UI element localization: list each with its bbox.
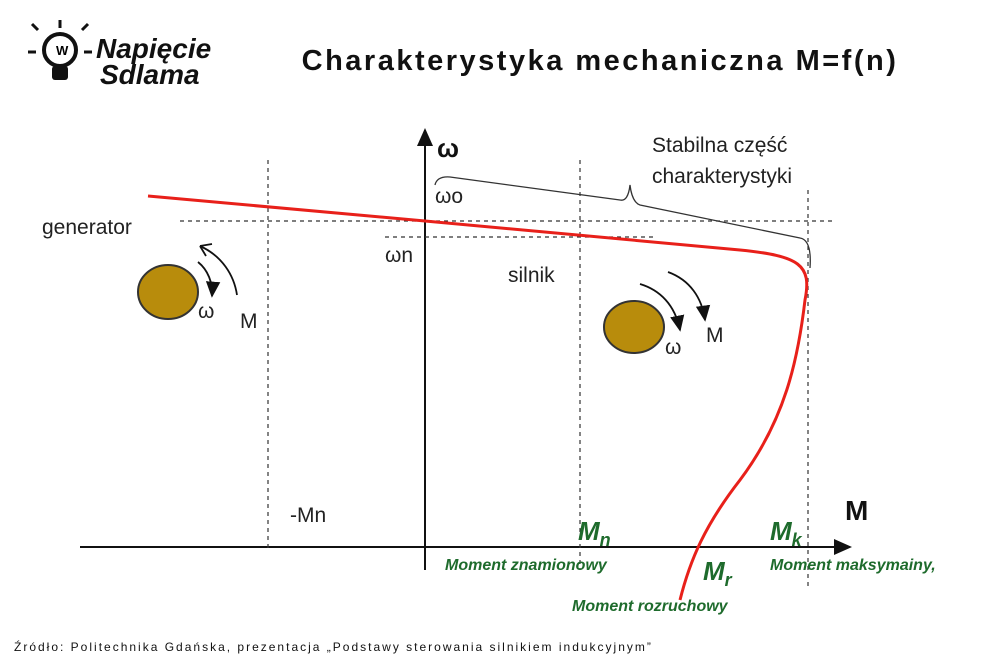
title: Charakterystyka mechaniczna M=f(n) bbox=[302, 45, 899, 77]
moment-label: M bbox=[706, 324, 724, 347]
rotor bbox=[137, 264, 199, 320]
axis-label: ω bbox=[437, 133, 459, 163]
footer: Źródło: Politechnika Gdańska, prezentacj… bbox=[14, 639, 653, 654]
moment-label: M bbox=[240, 310, 258, 333]
subscript: n bbox=[600, 530, 611, 550]
omega-n: ωn bbox=[385, 244, 413, 267]
arrow bbox=[639, 283, 685, 332]
arrow bbox=[199, 245, 238, 296]
caption: Moment rozruchowy bbox=[572, 598, 729, 615]
svg-text:W: W bbox=[56, 43, 69, 58]
generator-label: generator bbox=[42, 216, 132, 239]
symbol: M bbox=[703, 556, 726, 586]
subscript: r bbox=[725, 570, 733, 590]
stable-label: charakterystyki bbox=[652, 165, 792, 188]
omega-label: ω bbox=[665, 336, 681, 359]
subscript: k bbox=[792, 530, 803, 550]
axis-label: M bbox=[845, 495, 868, 526]
stable-label: Stabilna część bbox=[652, 134, 787, 157]
mr-symbol: Mr bbox=[703, 556, 733, 590]
logo: W Napięcie Sdlama bbox=[28, 20, 211, 90]
arrow bbox=[667, 271, 711, 322]
motor-label: silnik bbox=[508, 264, 555, 287]
omega-0: ωo bbox=[435, 185, 463, 208]
logo-text: Napięcie bbox=[96, 33, 211, 64]
symbol: M bbox=[578, 516, 601, 546]
symbol: M bbox=[770, 516, 793, 546]
caption: Moment znamionowy bbox=[445, 557, 608, 574]
rotor bbox=[603, 300, 665, 354]
omega-label: ω bbox=[198, 300, 214, 323]
mk-symbol: Mk bbox=[770, 516, 803, 550]
brace bbox=[434, 176, 811, 269]
characteristic-curve bbox=[147, 194, 809, 601]
minus-mn: -Mn bbox=[290, 504, 326, 527]
logo-text: Sdlama bbox=[100, 59, 200, 90]
arrow bbox=[197, 261, 221, 298]
mn-symbol: Mn bbox=[578, 516, 611, 550]
caption: Moment maksymainy, bbox=[770, 557, 936, 574]
